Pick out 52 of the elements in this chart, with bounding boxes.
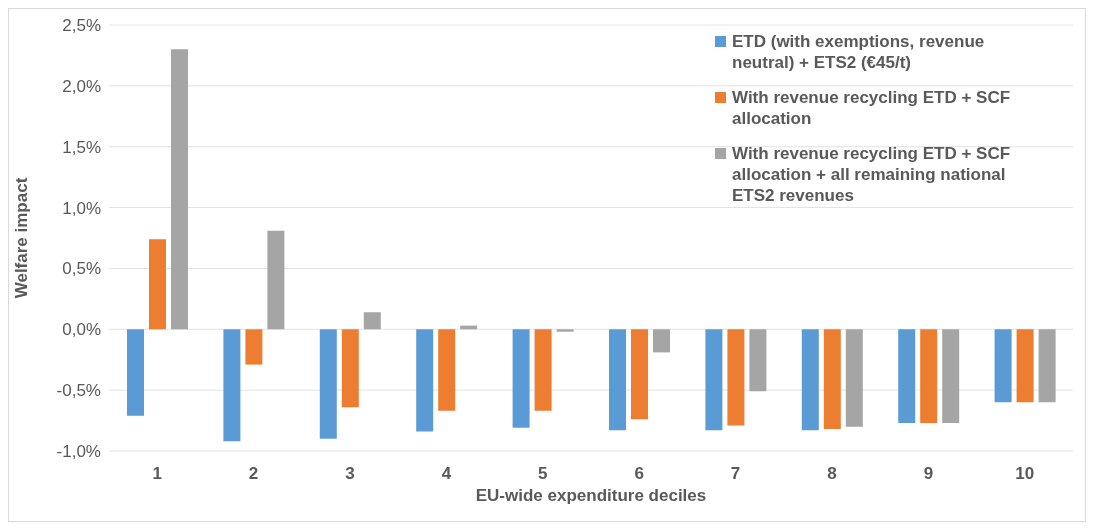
bar (416, 329, 434, 432)
bar (1038, 329, 1056, 403)
y-tick-label: 1,5% (62, 137, 101, 157)
bar (705, 329, 723, 431)
bar (920, 329, 938, 424)
bar (319, 329, 337, 439)
x-axis-title: EU-wide expenditure deciles (475, 486, 707, 505)
legend-label: With revenue recycling ETD + SCF allocation + all remaining national ETS2 revenues (732, 143, 1012, 206)
bar (438, 329, 456, 411)
bar (801, 329, 819, 431)
x-tick-label: 10 (1015, 464, 1035, 484)
bar (898, 329, 916, 424)
bar (631, 329, 648, 420)
x-tick-label: 5 (538, 464, 548, 484)
bar (223, 329, 241, 442)
y-tick-label: -0,5% (56, 381, 101, 401)
bar (823, 329, 841, 430)
x-tick-label: 3 (345, 464, 355, 484)
bar (341, 329, 359, 408)
bar (609, 329, 626, 431)
x-tick-label: 6 (634, 464, 644, 484)
bar (363, 312, 381, 330)
x-tick-label: 4 (441, 464, 452, 484)
y-tick-label: -1,0% (56, 442, 101, 462)
bar (845, 329, 863, 427)
bar (512, 329, 530, 428)
y-tick-label: 2,5% (62, 16, 101, 36)
bar (994, 329, 1012, 403)
bar (245, 329, 263, 365)
bar (171, 49, 188, 330)
legend-label: ETD (with exemptions, revenue neutral) + ETS2 (€45/t) (732, 31, 986, 73)
y-tick-label: 0,5% (62, 259, 101, 279)
bar (127, 329, 144, 416)
bar (653, 329, 670, 353)
x-tick-label: 7 (730, 464, 741, 484)
bar (534, 329, 552, 411)
legend-label: With revenue recycling ETD + SCF allocation (732, 87, 1012, 129)
bar (727, 329, 745, 426)
bar (267, 230, 285, 330)
bar (556, 329, 574, 332)
bar (942, 329, 960, 424)
y-tick-label: 0,0% (62, 320, 101, 340)
y-tick-label: 2,0% (62, 76, 101, 96)
x-tick-label: 8 (827, 464, 837, 484)
bar (1016, 329, 1034, 403)
x-tick-label: 9 (923, 464, 934, 484)
x-tick-label: 1 (152, 464, 162, 484)
bar (749, 329, 767, 392)
x-tick-label: 2 (248, 464, 259, 484)
bar (149, 239, 166, 330)
y-tick-label: 1,0% (62, 198, 101, 218)
y-axis-title: Welfare impact (12, 177, 32, 299)
